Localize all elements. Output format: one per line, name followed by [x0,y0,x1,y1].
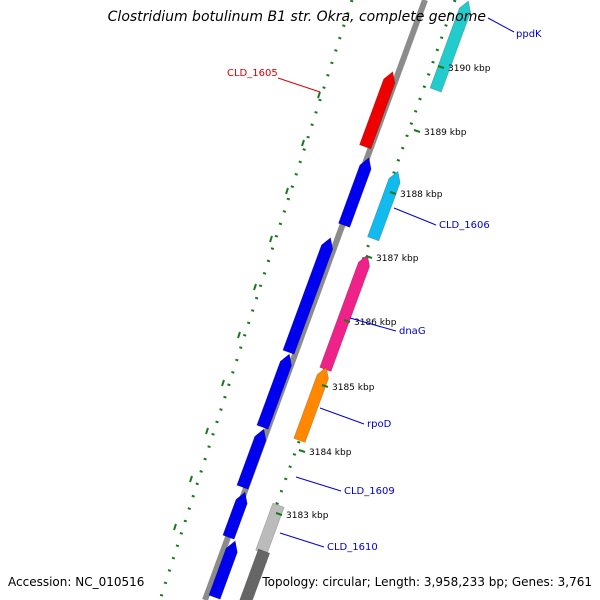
gc-dash [301,139,305,147]
gc-dash [173,523,177,531]
gene-arrow-grayend[interactable] [238,548,271,600]
gene-arrow-fwd5[interactable] [236,428,267,490]
gc-dash [205,427,209,435]
gene-arrow-cld1605[interactable] [359,71,396,150]
gene-arrow-cld1606[interactable] [367,170,401,242]
gene-labels: ppdK CLD_1605 CLD_1606 dnaG rpoD CLD_1609 CLD_… [227,17,542,553]
gene-arrow-fwd7[interactable] [208,540,238,600]
gene-label-cld1605[interactable]: CLD_1605 [227,68,278,79]
gc-dash [285,187,289,195]
leader-line-cld1610 [279,532,325,548]
kbp-tick-mark [413,129,421,133]
gene-label-rpod[interactable]: rpoD [367,419,392,430]
kbp-tick-mark [365,255,373,259]
accession-text: Accession: NC_010516 [8,575,145,589]
kbp-tick-mark [275,512,283,516]
gene-arrow-rpod[interactable] [293,366,329,443]
kbp-tick-mark [298,449,306,453]
gene-features [208,0,471,600]
gc-dash [189,475,193,483]
gene-arrow-fwd4[interactable] [256,353,292,430]
kbp-tick-label: 3187 kbp [376,254,419,264]
kbp-tick-label: 3184 kbp [309,448,352,458]
gc-dots-inner [158,0,354,600]
kbp-ticks: 3183 kbp 3184 kbp 3185 kbp 3186 kbp 3187 kbp… [275,64,491,521]
gene-arrow-fwd6[interactable] [222,491,248,540]
kbp-tick-label: 3190 kbp [448,64,491,74]
gene-arrow-cld1610[interactable] [255,502,285,555]
gene-arrow-ppdK[interactable] [429,0,471,93]
leader-line-rpod [319,407,365,425]
gene-arrow-fwd2[interactable] [338,157,372,228]
kbp-tick-mark [321,384,329,388]
map-title: Clostridium botulinum B1 str. Okra, comp… [107,9,486,25]
kbp-tick-mark [437,65,445,69]
leader-line-cld1606 [393,207,437,226]
kbp-tick-label: 3185 kbp [332,383,375,393]
gc-dash [253,283,257,291]
gene-label-cld1610[interactable]: CLD_1610 [327,542,378,553]
gc-dash [221,379,225,387]
gc-dash [269,235,273,243]
gc-dash [237,331,241,339]
kbp-tick-mark [343,319,351,323]
kbp-tick-label: 3188 kbp [400,190,443,200]
kbp-tick-mark [389,191,397,195]
gc-dash [317,91,321,99]
gene-label-ppdK[interactable]: ppdK [516,29,542,40]
leader-line-dnag [349,317,397,332]
gene-label-dnag[interactable]: dnaG [399,326,426,337]
kbp-tick-label: 3189 kbp [424,128,467,138]
leader-line-ppdK [487,17,515,33]
topology-text: Topology: circular; Length: 3,958,233 bp… [262,575,592,589]
kbp-tick-label: 3186 kbp [354,318,397,328]
gene-arrow-fwd3[interactable] [282,237,334,355]
leader-line-cld1605 [277,77,321,93]
gene-arrow-dnag[interactable] [319,254,370,372]
gene-label-cld1609[interactable]: CLD_1609 [344,486,395,497]
gc-content-track [158,0,457,600]
leader-line-cld1609 [295,476,342,492]
kbp-tick-label: 3183 kbp [286,511,329,521]
gene-label-cld1606[interactable]: CLD_1606 [439,220,490,231]
